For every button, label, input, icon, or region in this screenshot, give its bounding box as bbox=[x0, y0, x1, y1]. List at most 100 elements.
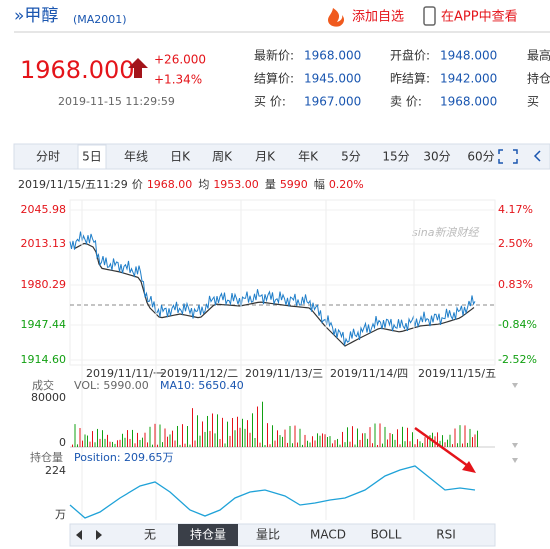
indicator-tab[interactable]: 量比 bbox=[256, 528, 280, 542]
volume-bar bbox=[399, 444, 401, 447]
volume-bar bbox=[302, 444, 303, 447]
tab[interactable]: 月K bbox=[255, 150, 276, 164]
volume-bar bbox=[114, 443, 116, 447]
volume-bar bbox=[79, 428, 81, 447]
volume-bar bbox=[214, 433, 216, 447]
volume-bar bbox=[194, 440, 196, 447]
volume-bar bbox=[199, 435, 201, 447]
add-watchlist[interactable]: 添加自选 bbox=[352, 10, 404, 25]
info-value: 5990 bbox=[280, 178, 308, 191]
volume-bar bbox=[439, 440, 441, 447]
volume-bar bbox=[374, 423, 376, 447]
timestamp: 2019-11-15 11:29:59 bbox=[58, 95, 175, 108]
price: 1968.000 bbox=[20, 56, 135, 84]
volume-bar bbox=[274, 440, 276, 447]
volume-bar bbox=[164, 428, 166, 447]
volume-bar bbox=[259, 442, 261, 447]
volume-bar bbox=[239, 427, 241, 447]
volume-bar bbox=[147, 442, 148, 447]
volume-bar bbox=[437, 432, 438, 447]
y2-label: -0.84% bbox=[498, 318, 537, 331]
volume-bar bbox=[477, 430, 478, 447]
volume-bar bbox=[372, 443, 373, 447]
volume-bar bbox=[454, 428, 456, 447]
info-value: 0.20% bbox=[329, 178, 364, 191]
volume-bar bbox=[172, 430, 173, 447]
volume-bar bbox=[229, 435, 231, 447]
volume-bar bbox=[94, 442, 96, 447]
tab[interactable]: 年线 bbox=[124, 150, 148, 164]
volume-bar bbox=[264, 444, 266, 447]
tab[interactable]: 日K bbox=[170, 150, 191, 164]
indicator-tab[interactable]: 持仓量 bbox=[190, 527, 226, 542]
indicator-tab[interactable]: MACD bbox=[310, 528, 346, 542]
volume-bar bbox=[132, 429, 133, 447]
volume-bar bbox=[289, 425, 291, 447]
tab[interactable]: 分时 bbox=[36, 150, 60, 164]
indicator-tab[interactable]: 无 bbox=[144, 528, 156, 542]
volume-bar bbox=[102, 430, 103, 447]
indicator-tab[interactable]: BOLL bbox=[371, 528, 402, 542]
volume-bar bbox=[299, 428, 301, 447]
indicator-tab[interactable]: RSI bbox=[436, 528, 456, 542]
volume-bar bbox=[269, 444, 271, 447]
volume-bar bbox=[352, 426, 353, 447]
position-unit: 万 bbox=[55, 508, 66, 521]
volume-bar bbox=[339, 444, 341, 447]
volume-bar bbox=[327, 437, 328, 447]
volume-bar bbox=[89, 441, 91, 447]
tab[interactable]: 30分 bbox=[423, 150, 450, 164]
fullscreen-icon[interactable] bbox=[498, 149, 518, 164]
field-value: 1968.000 bbox=[304, 49, 361, 63]
indicator-bar bbox=[69, 523, 496, 547]
volume-bar bbox=[99, 438, 101, 447]
tab[interactable]: 5分 bbox=[341, 150, 361, 164]
volume-bar bbox=[222, 417, 223, 447]
volume-bar bbox=[242, 418, 243, 447]
change: +26.000 bbox=[154, 53, 206, 67]
tab[interactable]: 15分 bbox=[382, 150, 409, 164]
volume-bar bbox=[227, 421, 228, 447]
volume-bar bbox=[294, 425, 296, 447]
volume-bar bbox=[282, 436, 283, 447]
axes: 2045.98 4.17% 2013.13 2.50% 1980.29 0.83% 1947… bbox=[21, 203, 537, 366]
volume-bar bbox=[367, 438, 368, 447]
open-app[interactable]: 在APP中查看 bbox=[441, 9, 518, 25]
watermark: sina新浪财经 bbox=[412, 226, 479, 239]
volume-bar bbox=[72, 444, 73, 447]
volume-bar bbox=[84, 434, 86, 447]
volume-bar bbox=[74, 424, 76, 447]
field-label: 昨结算: bbox=[390, 71, 430, 86]
info-line: 2019/11/15/五11:29 价 1968.00 均 1953.00 量 5990 幅 0… bbox=[18, 178, 364, 191]
x-label: 2019/11/14/四 bbox=[330, 367, 408, 380]
field-label: 开盘价: bbox=[390, 48, 430, 63]
volume-bar bbox=[234, 430, 236, 447]
tab[interactable]: 年K bbox=[298, 150, 319, 164]
change-percent: +1.34% bbox=[154, 73, 202, 87]
volume-bar bbox=[449, 434, 451, 447]
volume-bar bbox=[307, 440, 308, 447]
tab[interactable]: 5日 bbox=[82, 150, 102, 164]
volume-bar bbox=[334, 440, 336, 447]
volume-bar bbox=[382, 443, 383, 447]
volume-bar bbox=[167, 436, 168, 447]
y2-label: 2.50% bbox=[498, 237, 533, 250]
price-line bbox=[69, 231, 476, 346]
volume-bar bbox=[244, 428, 246, 447]
panel-arrows[interactable] bbox=[512, 383, 518, 463]
volume-bar bbox=[159, 424, 161, 447]
position-title: 持仓量 bbox=[30, 450, 63, 464]
volume-bar bbox=[377, 444, 378, 447]
tab[interactable]: 60分 bbox=[467, 150, 494, 164]
scroll-icon[interactable] bbox=[533, 150, 541, 162]
chart-frame bbox=[69, 199, 496, 366]
x-label: 2019/11/13/三 bbox=[245, 367, 323, 380]
volume-bar bbox=[254, 438, 256, 447]
code: (MA2001) bbox=[73, 13, 127, 26]
nav-arrows[interactable] bbox=[76, 530, 102, 540]
volume-bar bbox=[267, 423, 268, 447]
volume-ma: MA10: 5650.40 bbox=[160, 379, 244, 392]
volume-bar bbox=[287, 442, 288, 447]
tab[interactable]: 周K bbox=[212, 150, 233, 164]
volume-bar bbox=[312, 436, 313, 447]
